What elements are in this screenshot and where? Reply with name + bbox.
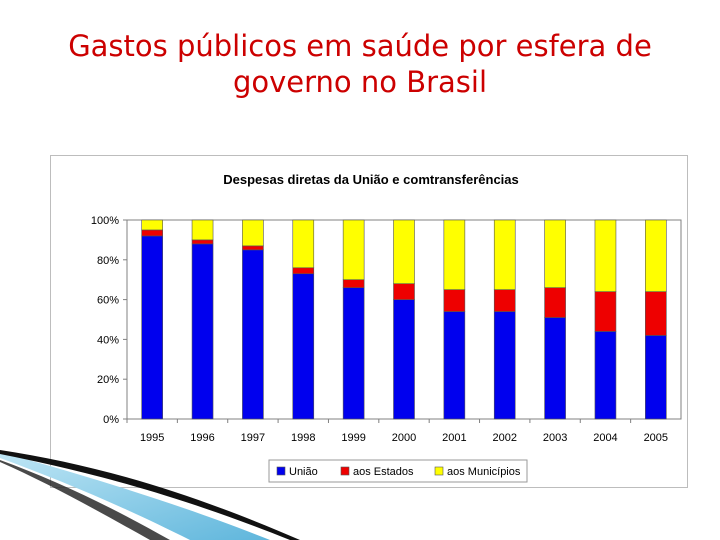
bar-segment bbox=[544, 219, 566, 288]
legend: União aos Estados aos Municípios bbox=[268, 459, 528, 483]
bar-segment bbox=[242, 249, 264, 420]
bar-segment bbox=[443, 219, 466, 290]
x-tick-label: 2003 bbox=[543, 432, 567, 444]
x-axis: 1995 1996 1997 1998 1999 2000 2001 2002 2003 2004… bbox=[126, 419, 668, 444]
bar-segment bbox=[191, 239, 214, 245]
legend-swatch bbox=[276, 466, 286, 476]
bar-segment bbox=[242, 245, 264, 251]
x-tick-label: 1997 bbox=[241, 432, 265, 444]
bar-segment bbox=[493, 289, 516, 312]
bar-segment bbox=[594, 219, 617, 292]
bar-segment bbox=[342, 279, 365, 288]
bar-segment bbox=[141, 219, 163, 231]
bar-segment bbox=[493, 219, 516, 290]
bar-segment bbox=[242, 219, 264, 247]
bar-segment bbox=[342, 219, 365, 281]
bar-segment bbox=[443, 289, 466, 312]
legend-label: aos Estados bbox=[353, 466, 414, 478]
bar-segment bbox=[292, 267, 315, 275]
bar-segment bbox=[292, 219, 315, 269]
y-tick-label: 100% bbox=[91, 215, 119, 227]
bar-segment bbox=[141, 229, 163, 237]
bar-segment bbox=[191, 243, 214, 420]
x-tick-label: 1995 bbox=[140, 432, 164, 444]
bar-segment bbox=[292, 273, 315, 420]
plot-area bbox=[126, 219, 682, 420]
bar-segment bbox=[645, 291, 667, 336]
bar-segment bbox=[544, 287, 566, 318]
bar-segment bbox=[393, 283, 415, 300]
bar-segment bbox=[342, 287, 365, 420]
bar-segment bbox=[544, 317, 566, 420]
chart-title: Despesas diretas da União e comtransferê… bbox=[223, 172, 519, 187]
x-tick-label: 2005 bbox=[644, 432, 668, 444]
decorative-swoosh bbox=[0, 450, 300, 540]
x-tick-label: 2000 bbox=[392, 432, 416, 444]
x-tick-label: 1999 bbox=[341, 432, 365, 444]
bar-segment bbox=[594, 331, 617, 420]
chart-frame: Despesas diretas da União e comtransferê… bbox=[50, 155, 688, 488]
y-tick-label: 40% bbox=[97, 334, 119, 346]
bar-segment bbox=[493, 311, 516, 420]
bar-segment bbox=[393, 219, 415, 284]
bar-segment bbox=[141, 235, 163, 420]
x-tick-label: 2002 bbox=[492, 432, 516, 444]
bar-segment bbox=[191, 219, 214, 241]
legend-swatch bbox=[434, 466, 444, 476]
x-tick-label: 1996 bbox=[190, 432, 214, 444]
bar-segment bbox=[443, 311, 466, 420]
y-tick-label: 20% bbox=[97, 374, 119, 386]
x-tick-label: 2004 bbox=[593, 432, 617, 444]
stacked-bar-chart: Despesas diretas da União e comtransferê… bbox=[91, 172, 682, 483]
legend-label: União bbox=[289, 466, 318, 478]
legend-box bbox=[268, 459, 528, 483]
bar-segment bbox=[645, 335, 667, 420]
bar-segment bbox=[594, 291, 617, 332]
y-tick-label: 60% bbox=[97, 295, 119, 307]
legend-swatch bbox=[340, 466, 350, 476]
bar-segment bbox=[393, 299, 415, 420]
x-tick-label: 1998 bbox=[291, 432, 315, 444]
bar-segment bbox=[645, 219, 667, 292]
legend-label: aos Municípios bbox=[447, 466, 521, 478]
slide-title-line-1: Gastos públicos em saúde por esfera de bbox=[68, 29, 652, 63]
y-axis: 0% 20% 40% 60% 80% 100% bbox=[91, 215, 127, 426]
y-tick-label: 0% bbox=[103, 414, 119, 426]
slide-title-line-2: governo no Brasil bbox=[232, 65, 488, 99]
y-tick-label: 80% bbox=[97, 255, 119, 267]
slide-title: Gastos públicos em saúde por esfera de g… bbox=[0, 28, 720, 100]
x-tick-label: 2001 bbox=[442, 432, 466, 444]
